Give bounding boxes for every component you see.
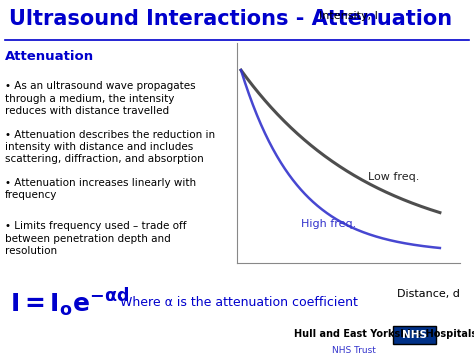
Text: NHS Trust: NHS Trust (332, 346, 376, 355)
Text: Ultrasound Interactions - Attenuation: Ultrasound Interactions - Attenuation (9, 9, 453, 29)
FancyBboxPatch shape (393, 326, 436, 344)
Text: Attenuation: Attenuation (5, 50, 94, 63)
Text: • As an ultrasound wave propagates
through a medium, the intensity
reduces with : • As an ultrasound wave propagates throu… (5, 81, 195, 116)
Text: • Attenuation describes the reduction in
intensity with distance and includes
sc: • Attenuation describes the reduction in… (5, 130, 215, 164)
Text: Distance, d: Distance, d (397, 289, 460, 299)
Text: NHS: NHS (402, 330, 427, 340)
Text: Intensity, I: Intensity, I (319, 11, 378, 21)
Text: High freq.: High freq. (301, 219, 356, 229)
Text: • Limits frequency used – trade off
between penetration depth and
resolution: • Limits frequency used – trade off betw… (5, 221, 186, 256)
Text: • Attenuation increases linearly with
frequency: • Attenuation increases linearly with fr… (5, 178, 196, 200)
Text: Hull and East Yorkshire Hospitals: Hull and East Yorkshire Hospitals (294, 329, 474, 339)
Text: Where α is the attenuation coefficient: Where α is the attenuation coefficient (120, 296, 358, 309)
Text: Low freq.: Low freq. (368, 172, 419, 182)
Text: $\mathbf{I = I_oe^{-\alpha d}}$: $\mathbf{I = I_oe^{-\alpha d}}$ (10, 286, 129, 319)
